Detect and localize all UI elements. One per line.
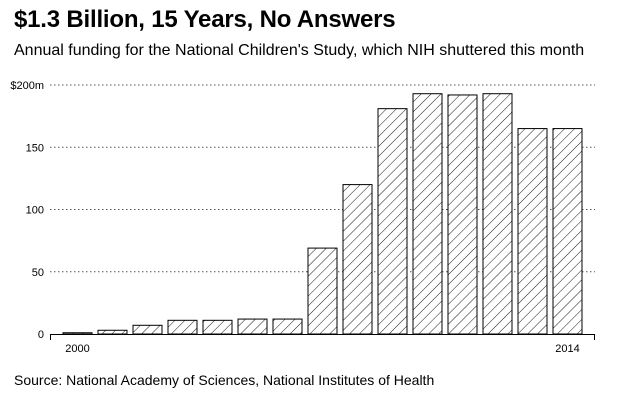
- bar-2006: [272, 318, 303, 335]
- x-axis: 2000 2014: [50, 334, 595, 355]
- y-tick-label: 100: [26, 205, 44, 217]
- bars: [62, 93, 583, 335]
- bar-2014: [552, 128, 583, 335]
- bar-2010: [412, 93, 443, 335]
- bar-2000: [62, 332, 93, 335]
- chart-subtitle: Annual funding for the National Children…: [14, 42, 585, 59]
- bar-2001: [97, 329, 128, 335]
- y-tick-label: 0: [38, 329, 44, 341]
- gridlines: [50, 84, 595, 273]
- bar-2008: [342, 184, 373, 335]
- x-tick-label: 2014: [555, 343, 579, 355]
- bar-2003: [167, 319, 198, 335]
- bar-2011: [447, 94, 478, 335]
- bar-2007: [307, 247, 338, 335]
- chart-title: $1.3 Billion, 15 Years, No Answers: [14, 6, 396, 33]
- bar-2005: [237, 318, 268, 335]
- bar-2004: [202, 319, 233, 335]
- bar-2013: [517, 128, 548, 335]
- x-tick-label: 2000: [65, 343, 89, 355]
- y-tick-label: 50: [32, 267, 44, 279]
- y-tick-label: $200m: [10, 80, 44, 92]
- bar-2012: [482, 93, 513, 335]
- bar-2009: [377, 108, 408, 335]
- bar-2002: [132, 324, 163, 335]
- y-axis-labels: 0 50 100 150 $200m: [10, 80, 44, 341]
- y-tick-label: 150: [26, 142, 44, 154]
- source-note: Source: National Academy of Sciences, Na…: [14, 372, 435, 388]
